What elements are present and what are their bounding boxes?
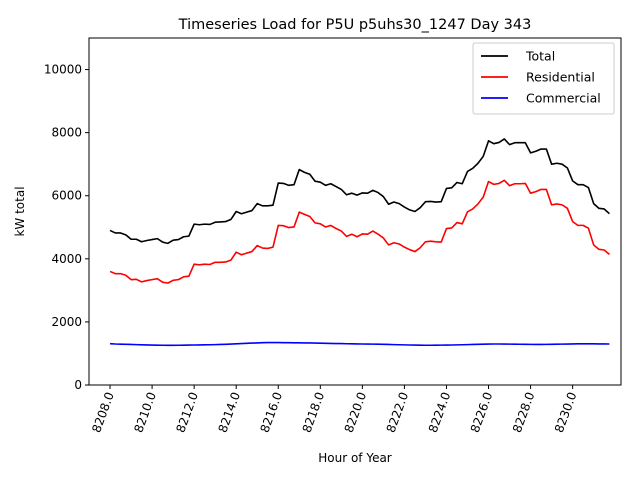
y-tick-label: 8000 (51, 126, 82, 140)
y-axis-label: kW total (13, 186, 27, 236)
y-tick-label: 6000 (51, 189, 82, 203)
y-tick-label: 2000 (51, 315, 82, 329)
y-tick-label: 4000 (51, 252, 82, 266)
legend-box (472, 42, 615, 115)
series-lines (109, 138, 610, 347)
legend-label-commercial: Commercial (526, 91, 601, 106)
plot-frame (88, 37, 622, 386)
legend-label-total: Total (525, 49, 555, 64)
series-line-total (109, 138, 610, 245)
y-tick-label: 0 (74, 378, 82, 392)
y-tick-label: 10000 (44, 63, 82, 77)
series-line-commercial (109, 341, 610, 347)
x-axis-label: Hour of Year (318, 451, 392, 465)
chart-title: Timeseries Load for P5U p5uhs30_1247 Day… (178, 17, 532, 33)
y-axis-ticks: 0 2000 4000 6000 8000 10000 (44, 63, 89, 392)
series-line-residential (109, 179, 610, 284)
plot-area (88, 37, 622, 386)
legend: Total Residential Commercial (472, 42, 615, 115)
legend-label-residential: Residential (526, 70, 595, 85)
